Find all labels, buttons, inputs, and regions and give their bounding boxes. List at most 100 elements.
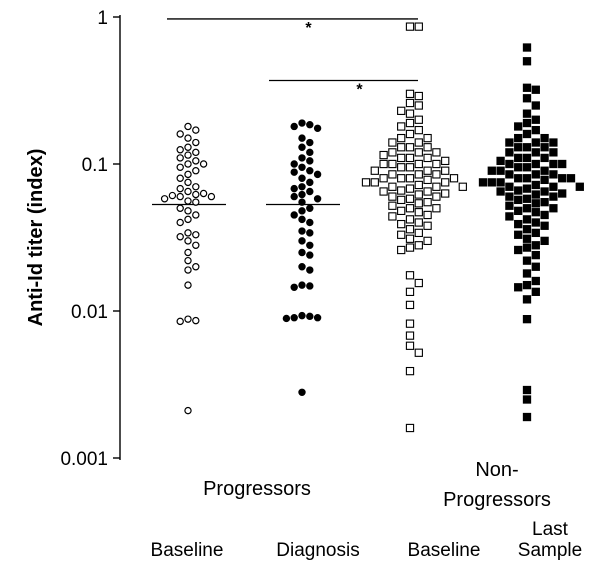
data-point	[514, 143, 523, 152]
data-point	[290, 184, 298, 193]
data-point	[522, 109, 532, 118]
data-point	[423, 198, 432, 207]
category-label: Last	[532, 519, 569, 540]
data-point	[522, 153, 532, 163]
data-point	[298, 134, 306, 142]
data-point	[298, 207, 306, 215]
data-point	[405, 423, 415, 433]
y-tick-label: 1	[97, 8, 108, 29]
data-point	[397, 195, 406, 205]
data-point	[176, 218, 184, 227]
data-point	[531, 159, 540, 169]
data-point	[397, 143, 406, 152]
data-point	[405, 109, 415, 118]
data-point	[558, 159, 567, 169]
data-point	[514, 153, 523, 163]
data-point	[449, 174, 459, 183]
data-point	[522, 243, 532, 252]
data-point	[458, 182, 467, 191]
data-point	[432, 192, 441, 201]
data-point	[540, 143, 549, 152]
data-point	[397, 163, 406, 172]
data-point	[531, 170, 540, 179]
group-label: Progressors	[203, 478, 311, 500]
significance-marker: *	[356, 81, 363, 98]
data-point	[397, 219, 406, 229]
data-point	[298, 190, 306, 199]
data-point	[514, 230, 523, 239]
data-point	[531, 276, 540, 286]
data-point	[414, 348, 423, 357]
data-point	[522, 225, 532, 234]
group-label: Progressors	[443, 489, 551, 511]
data-point	[514, 195, 523, 205]
data-point	[397, 106, 406, 115]
data-point	[558, 189, 567, 198]
data-point	[176, 163, 184, 171]
data-point	[313, 170, 322, 179]
data-point	[306, 251, 314, 259]
data-point	[522, 315, 532, 324]
data-point	[423, 166, 432, 175]
data-point	[379, 159, 388, 169]
data-point	[441, 178, 450, 187]
data-point	[514, 219, 523, 229]
data-point	[531, 115, 540, 124]
data-point	[514, 186, 523, 195]
data-point	[184, 207, 192, 215]
data-point	[306, 148, 314, 157]
data-point	[540, 166, 549, 175]
category-label: Baseline	[408, 540, 481, 561]
data-point	[531, 208, 540, 217]
data-point	[522, 43, 532, 52]
data-point	[298, 248, 306, 257]
data-point	[549, 159, 558, 169]
data-point	[414, 170, 423, 179]
data-point	[313, 124, 322, 132]
data-point	[290, 160, 298, 168]
data-point	[313, 195, 322, 203]
data-point	[558, 174, 567, 183]
data-point	[540, 210, 549, 220]
data-point	[522, 280, 532, 290]
data-point	[531, 101, 540, 110]
data-point	[397, 206, 406, 216]
data-point	[549, 182, 558, 191]
data-point	[531, 138, 540, 147]
data-point	[414, 218, 423, 227]
data-point	[505, 192, 514, 201]
data-point	[290, 283, 298, 291]
data-point	[432, 148, 441, 157]
data-point	[306, 204, 314, 212]
data-point	[522, 163, 532, 172]
data-point	[487, 166, 496, 175]
data-point	[514, 206, 523, 216]
data-point	[540, 198, 549, 207]
data-point	[184, 143, 192, 151]
data-point	[298, 163, 306, 171]
data-point	[306, 241, 314, 249]
category-label: Sample	[518, 540, 582, 561]
data-point	[531, 85, 540, 94]
data-point	[423, 153, 432, 163]
data-point	[414, 91, 423, 101]
data-point	[505, 148, 514, 157]
data-point	[192, 263, 200, 271]
significance-brackets: **	[167, 18, 418, 98]
data-point	[414, 115, 423, 124]
data-point	[290, 192, 298, 201]
data-point	[522, 412, 532, 422]
data-point	[388, 201, 397, 210]
data-point	[370, 166, 379, 175]
data-point	[432, 170, 441, 179]
data-point	[306, 229, 314, 237]
data-point	[531, 287, 540, 296]
data-point	[505, 212, 514, 221]
data-point	[184, 122, 192, 131]
data-point	[306, 218, 314, 227]
data-point	[540, 153, 549, 163]
data-point	[496, 156, 505, 166]
data-point	[207, 192, 216, 201]
